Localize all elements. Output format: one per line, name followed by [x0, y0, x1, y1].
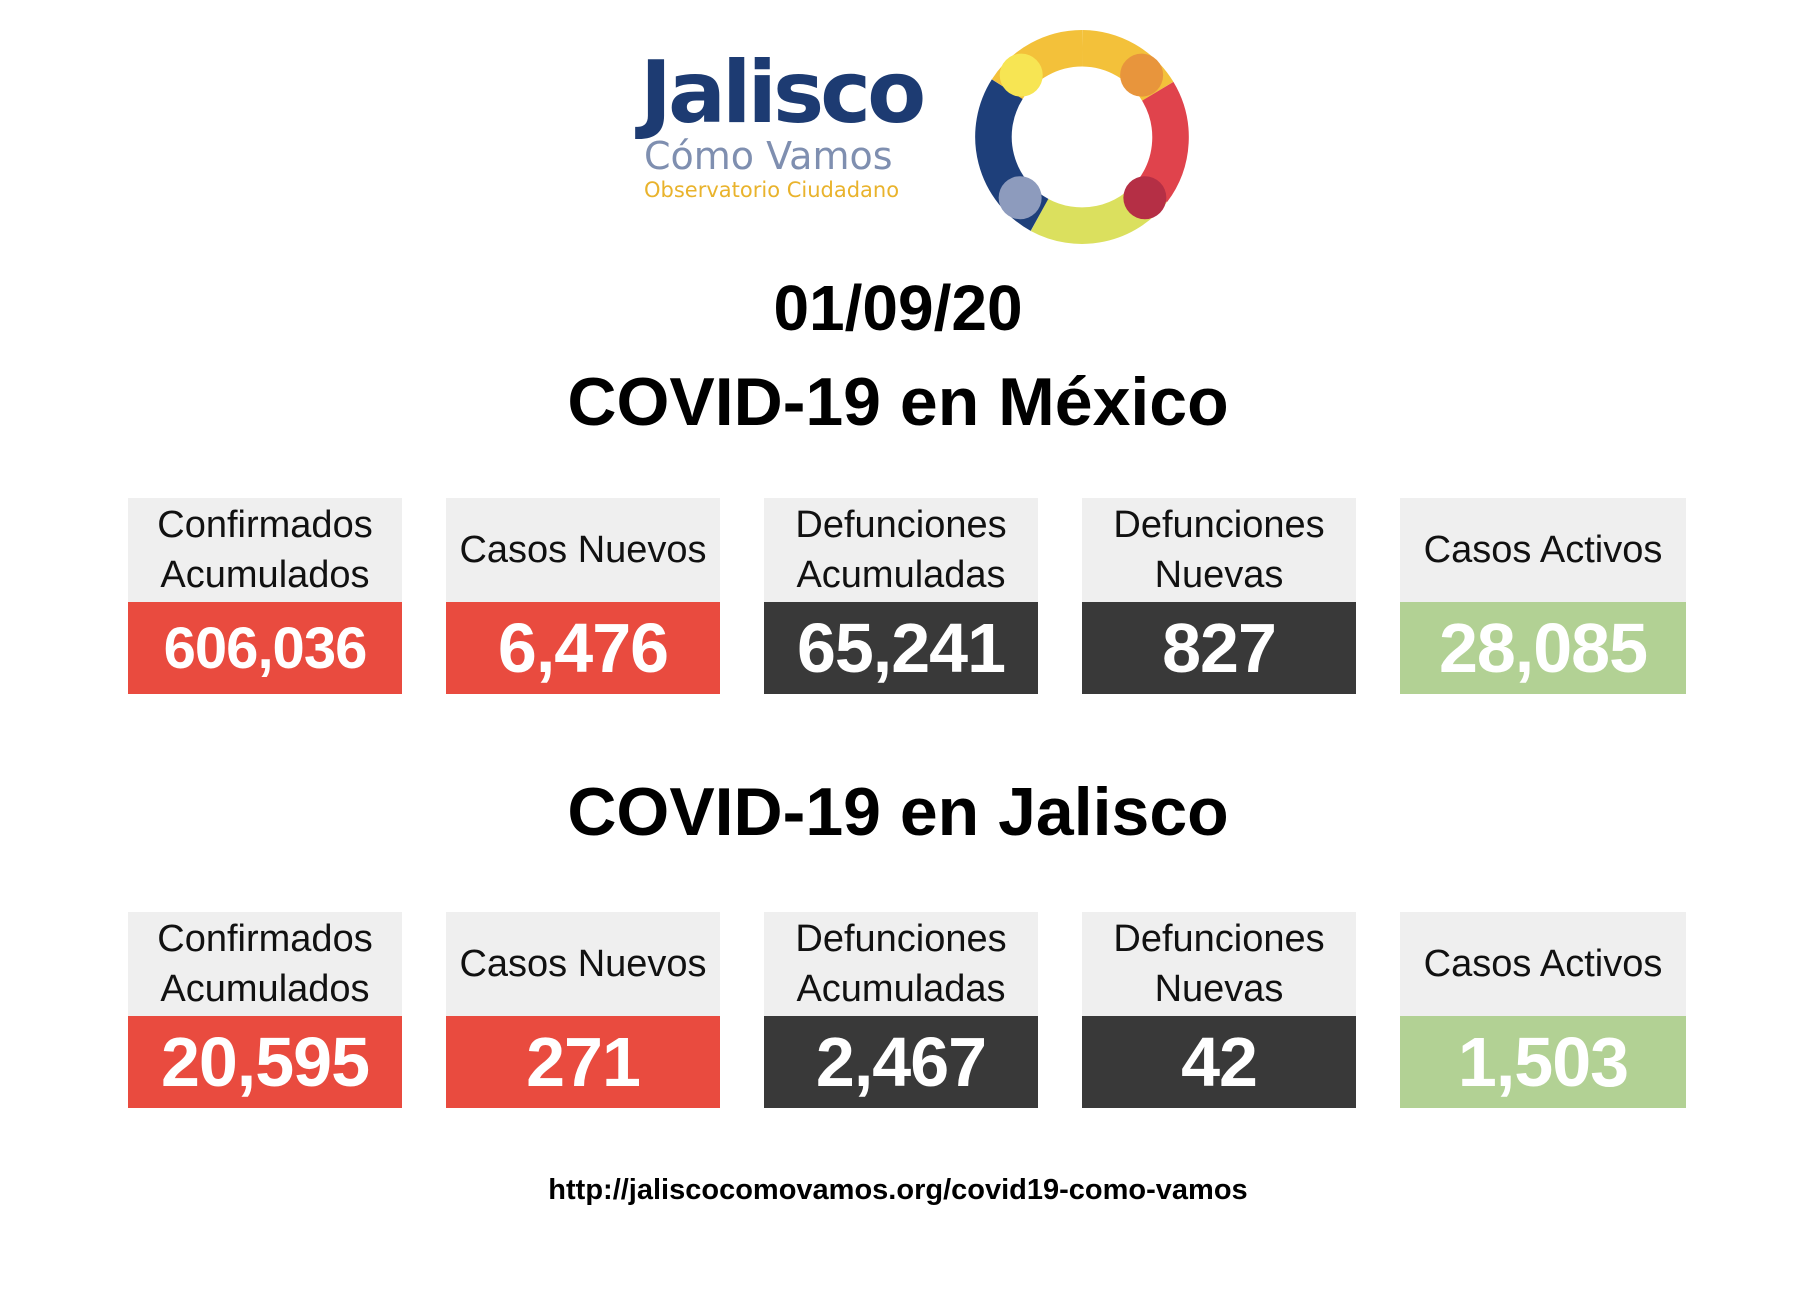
stat-value: 1,503 — [1400, 1016, 1686, 1108]
logo: Jalisco Cómo Vamos Observatorio Ciudadan… — [640, 30, 1200, 250]
jalisco-card-deaths: Defunciones Acumuladas 2,467 — [764, 912, 1038, 1108]
jalisco-card-new-cases: Casos Nuevos 271 — [446, 912, 720, 1108]
stat-label: Defunciones Acumuladas — [764, 912, 1038, 1016]
mexico-title: COVID-19 en México — [567, 364, 1229, 440]
stat-label: Defunciones Acumuladas — [764, 498, 1038, 602]
logo-word: Jalisco — [640, 43, 926, 143]
mexico-card-new-cases: Casos Nuevos 6,476 — [446, 498, 720, 694]
stat-label: Defunciones Nuevas — [1082, 498, 1356, 602]
stat-value: 827 — [1082, 602, 1356, 694]
stat-label: Casos Nuevos — [446, 498, 720, 602]
stat-value: 28,085 — [1400, 602, 1686, 694]
stat-label: Casos Nuevos — [446, 912, 720, 1016]
stat-value: 606,036 — [128, 602, 402, 694]
stat-value: 6,476 — [446, 602, 720, 694]
report-date: 01/09/20 — [773, 272, 1023, 344]
mexico-card-new-deaths: Defunciones Nuevas 827 — [1082, 498, 1356, 694]
stat-label: Confirmados Acumulados — [128, 498, 402, 602]
ring-logo-icon — [975, 30, 1189, 244]
jalisco-card-active: Casos Activos 1,503 — [1400, 912, 1686, 1108]
jalisco-stats-row: Confirmados Acumulados 20,595 Casos Nuev… — [0, 912, 1796, 1108]
stat-label: Defunciones Nuevas — [1082, 912, 1356, 1016]
jalisco-card-confirmed: Confirmados Acumulados 20,595 — [128, 912, 402, 1108]
stat-label: Confirmados Acumulados — [128, 912, 402, 1016]
jalisco-card-new-deaths: Defunciones Nuevas 42 — [1082, 912, 1356, 1108]
mexico-card-confirmed: Confirmados Acumulados 606,036 — [128, 498, 402, 694]
stat-value: 2,467 — [764, 1016, 1038, 1108]
logo-tagline: Observatorio Ciudadano — [644, 178, 900, 202]
stat-value: 20,595 — [128, 1016, 402, 1108]
jalisco-title: COVID-19 en Jalisco — [567, 774, 1229, 850]
mexico-card-active: Casos Activos 28,085 — [1400, 498, 1686, 694]
stat-value: 42 — [1082, 1016, 1356, 1108]
logo-subtitle: Cómo Vamos — [644, 134, 893, 178]
stat-value: 65,241 — [764, 602, 1038, 694]
mexico-card-deaths: Defunciones Acumuladas 65,241 — [764, 498, 1038, 694]
stat-label: Casos Activos — [1400, 498, 1686, 602]
stat-value: 271 — [446, 1016, 720, 1108]
footer-link[interactable]: http://jaliscocomovamos.org/covid19-como… — [548, 1174, 1248, 1206]
logo-text: Jalisco Cómo Vamos Observatorio Ciudadan… — [640, 50, 940, 204]
mexico-stats-row: Confirmados Acumulados 606,036 Casos Nue… — [0, 498, 1796, 694]
stat-label: Casos Activos — [1400, 912, 1686, 1016]
